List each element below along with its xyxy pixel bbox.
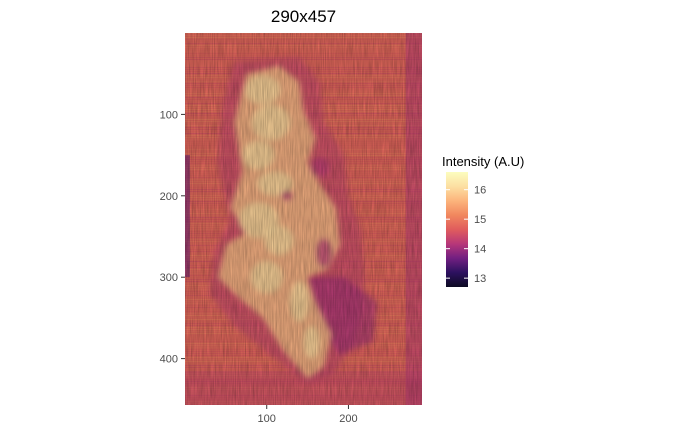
y-tick-label: 200 [160,191,178,203]
legend-tick-label: 13 [474,273,486,285]
legend-tick-label: 14 [474,244,486,256]
legend-title: Intensity (A.U) [442,154,524,169]
legend: Intensity (A.U) 13 14 15 16 [442,154,524,287]
legend-tick-label: 16 [474,185,486,197]
chart-title: 290x457 [270,7,337,26]
y-tick-label: 100 [160,109,178,121]
x-tick-label: 200 [339,413,357,425]
x-axis: 100 200 [258,405,358,425]
y-tick-label: 400 [160,354,178,366]
heatmap-plot-area [185,33,422,405]
noise-texture [185,33,422,405]
x-tick-label: 100 [258,413,276,425]
y-axis: 100 200 300 400 [160,109,185,366]
legend-colorbar [446,172,468,287]
legend-tick-label: 15 [474,214,486,226]
y-tick-label: 300 [160,272,178,284]
